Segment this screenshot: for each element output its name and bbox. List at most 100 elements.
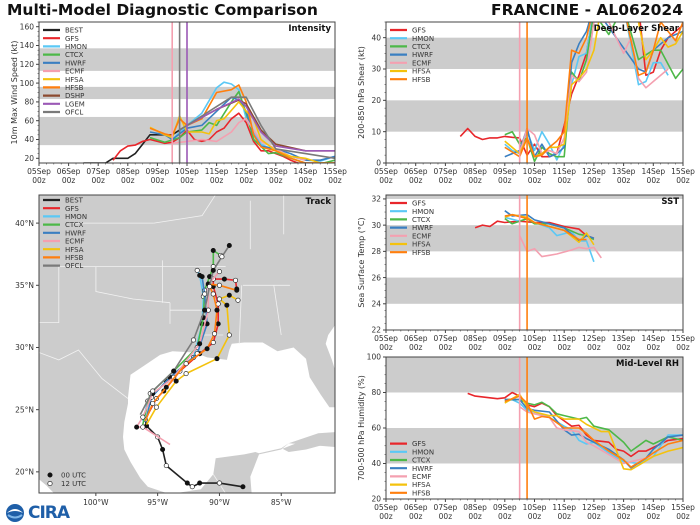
cira-logo-text: CIRA — [28, 503, 70, 523]
legend-item-gfs: GFS — [390, 27, 426, 35]
lat-tick-label: 30°N — [15, 343, 34, 352]
marker-legend-symbol — [47, 480, 53, 486]
track-point-12utc — [226, 332, 232, 338]
legend-label: BEST — [65, 27, 84, 35]
track-point-00utc — [202, 307, 208, 313]
x-tick-sublabel: 00z — [151, 176, 165, 185]
legend-label: HMON — [65, 43, 87, 51]
y-tick-label: 60 — [371, 424, 381, 433]
legend-item-ctcx: CTCX — [43, 51, 84, 59]
legend-item-hfsb: HFSB — [390, 489, 431, 497]
state-border — [95, 266, 171, 304]
x-tick-label: 06Sep — [404, 167, 428, 176]
x-tick-sublabel: 00z — [676, 512, 690, 521]
noaa-logo-icon — [6, 504, 24, 522]
x-tick-sublabel: 00z — [647, 343, 661, 352]
y-tick-label: 100 — [20, 79, 35, 88]
x-tick-label: 13Sep — [264, 167, 288, 176]
x-tick-sublabel: 00z — [91, 176, 105, 185]
track-point-00utc — [134, 424, 140, 430]
legend-label: OFCL — [65, 109, 83, 117]
legend-item-ofcl: OFCL — [43, 262, 83, 270]
track-point-00utc — [199, 274, 205, 280]
track-point-00utc — [171, 368, 177, 374]
x-tick-sublabel: 00z — [409, 176, 423, 185]
x-tick-label: 08Sep — [463, 167, 487, 176]
x-tick-label: 12Sep — [582, 503, 606, 512]
x-tick-label: 15Sep — [323, 167, 347, 176]
legend-item-hfsa: HFSA — [390, 481, 431, 489]
panel-title: Track — [306, 197, 332, 207]
legend-label: CTCX — [65, 221, 84, 229]
legend-item-hfsb: HFSB — [390, 76, 431, 84]
x-tick-label: 07Sep — [434, 167, 458, 176]
legend-item-hfsa: HFSA — [390, 241, 431, 249]
x-tick-label: 13Sep — [612, 334, 636, 343]
legend-label: OFCL — [65, 262, 83, 270]
legend-item-ctcx: CTCX — [390, 43, 431, 51]
y-axis-label: 200-850 hPa Shear (kt) — [357, 46, 366, 139]
legend-item-hfsb: HFSB — [43, 254, 84, 262]
x-tick-sublabel: 00z — [676, 176, 690, 185]
x-tick-label: 07Sep — [434, 503, 458, 512]
x-tick-sublabel: 00z — [299, 176, 313, 185]
legend-label: HMON — [412, 35, 434, 43]
legend-item-hmon: HMON — [390, 208, 434, 216]
plot-background — [386, 195, 683, 330]
x-tick-sublabel: 00z — [557, 176, 571, 185]
x-tick-label: 15Sep — [671, 503, 695, 512]
legend-label: HFSA — [412, 481, 431, 489]
track-point-00utc — [226, 242, 232, 248]
track-point-00utc — [173, 378, 179, 384]
y-tick-label: 26 — [371, 273, 381, 282]
x-tick-sublabel: 00z — [647, 512, 661, 521]
legend-item-ctcx: CTCX — [390, 216, 431, 224]
legend-label: GFS — [412, 27, 426, 35]
x-tick-label: 15Sep — [671, 334, 695, 343]
track-line — [145, 294, 239, 425]
x-tick-sublabel: 00z — [180, 176, 194, 185]
legend-item-ctcx: CTCX — [390, 457, 431, 465]
track-point-00utc — [210, 267, 216, 273]
track-best — [142, 417, 246, 490]
track-point-00utc — [184, 480, 190, 486]
track-line — [144, 419, 244, 488]
track-point-12utc — [202, 291, 208, 297]
x-tick-label: 06Sep — [404, 334, 428, 343]
legend-label: ECMF — [412, 473, 431, 481]
series-line-hfsa — [149, 101, 335, 163]
x-tick-label: 08Sep — [116, 167, 140, 176]
x-tick-label: 10Sep — [523, 167, 547, 176]
plot-area — [386, 22, 683, 163]
x-tick-sublabel: 00z — [239, 176, 253, 185]
series-line-hfsb — [149, 84, 335, 163]
track-point-00utc — [197, 480, 203, 486]
x-tick-sublabel: 00z — [379, 343, 393, 352]
legend-label: HFSB — [65, 254, 84, 262]
legend-item-best: BEST — [43, 197, 84, 205]
x-tick-label: 06Sep — [57, 167, 81, 176]
y-tick-label: 140 — [20, 41, 35, 50]
legend-item-hmon: HMON — [390, 448, 434, 456]
track-point-12utc — [235, 297, 241, 303]
x-tick-label: 11Sep — [552, 167, 576, 176]
y-tick-label: 32 — [371, 195, 381, 204]
legend-label: HFSB — [412, 489, 431, 497]
map-area — [39, 195, 335, 493]
x-tick-label: 13Sep — [612, 167, 636, 176]
x-tick-label: 10Sep — [523, 503, 547, 512]
series-line-hfsa — [504, 393, 683, 471]
track-hfsa — [145, 292, 241, 425]
x-tick-sublabel: 00z — [468, 176, 482, 185]
series-line-ecmf — [172, 118, 306, 161]
y-tick-label: 0 — [376, 159, 381, 168]
legend-item-hmon: HMON — [390, 35, 434, 43]
track-point-12utc — [190, 337, 196, 343]
track-point-00utc — [210, 247, 216, 253]
y-tick-label: 24 — [371, 299, 381, 308]
track-point-00utc — [240, 484, 246, 490]
track-point-00utc — [214, 356, 220, 362]
marker-legend-symbol — [47, 472, 53, 478]
x-tick-sublabel: 00z — [121, 176, 135, 185]
x-tick-label: 09Sep — [146, 167, 170, 176]
